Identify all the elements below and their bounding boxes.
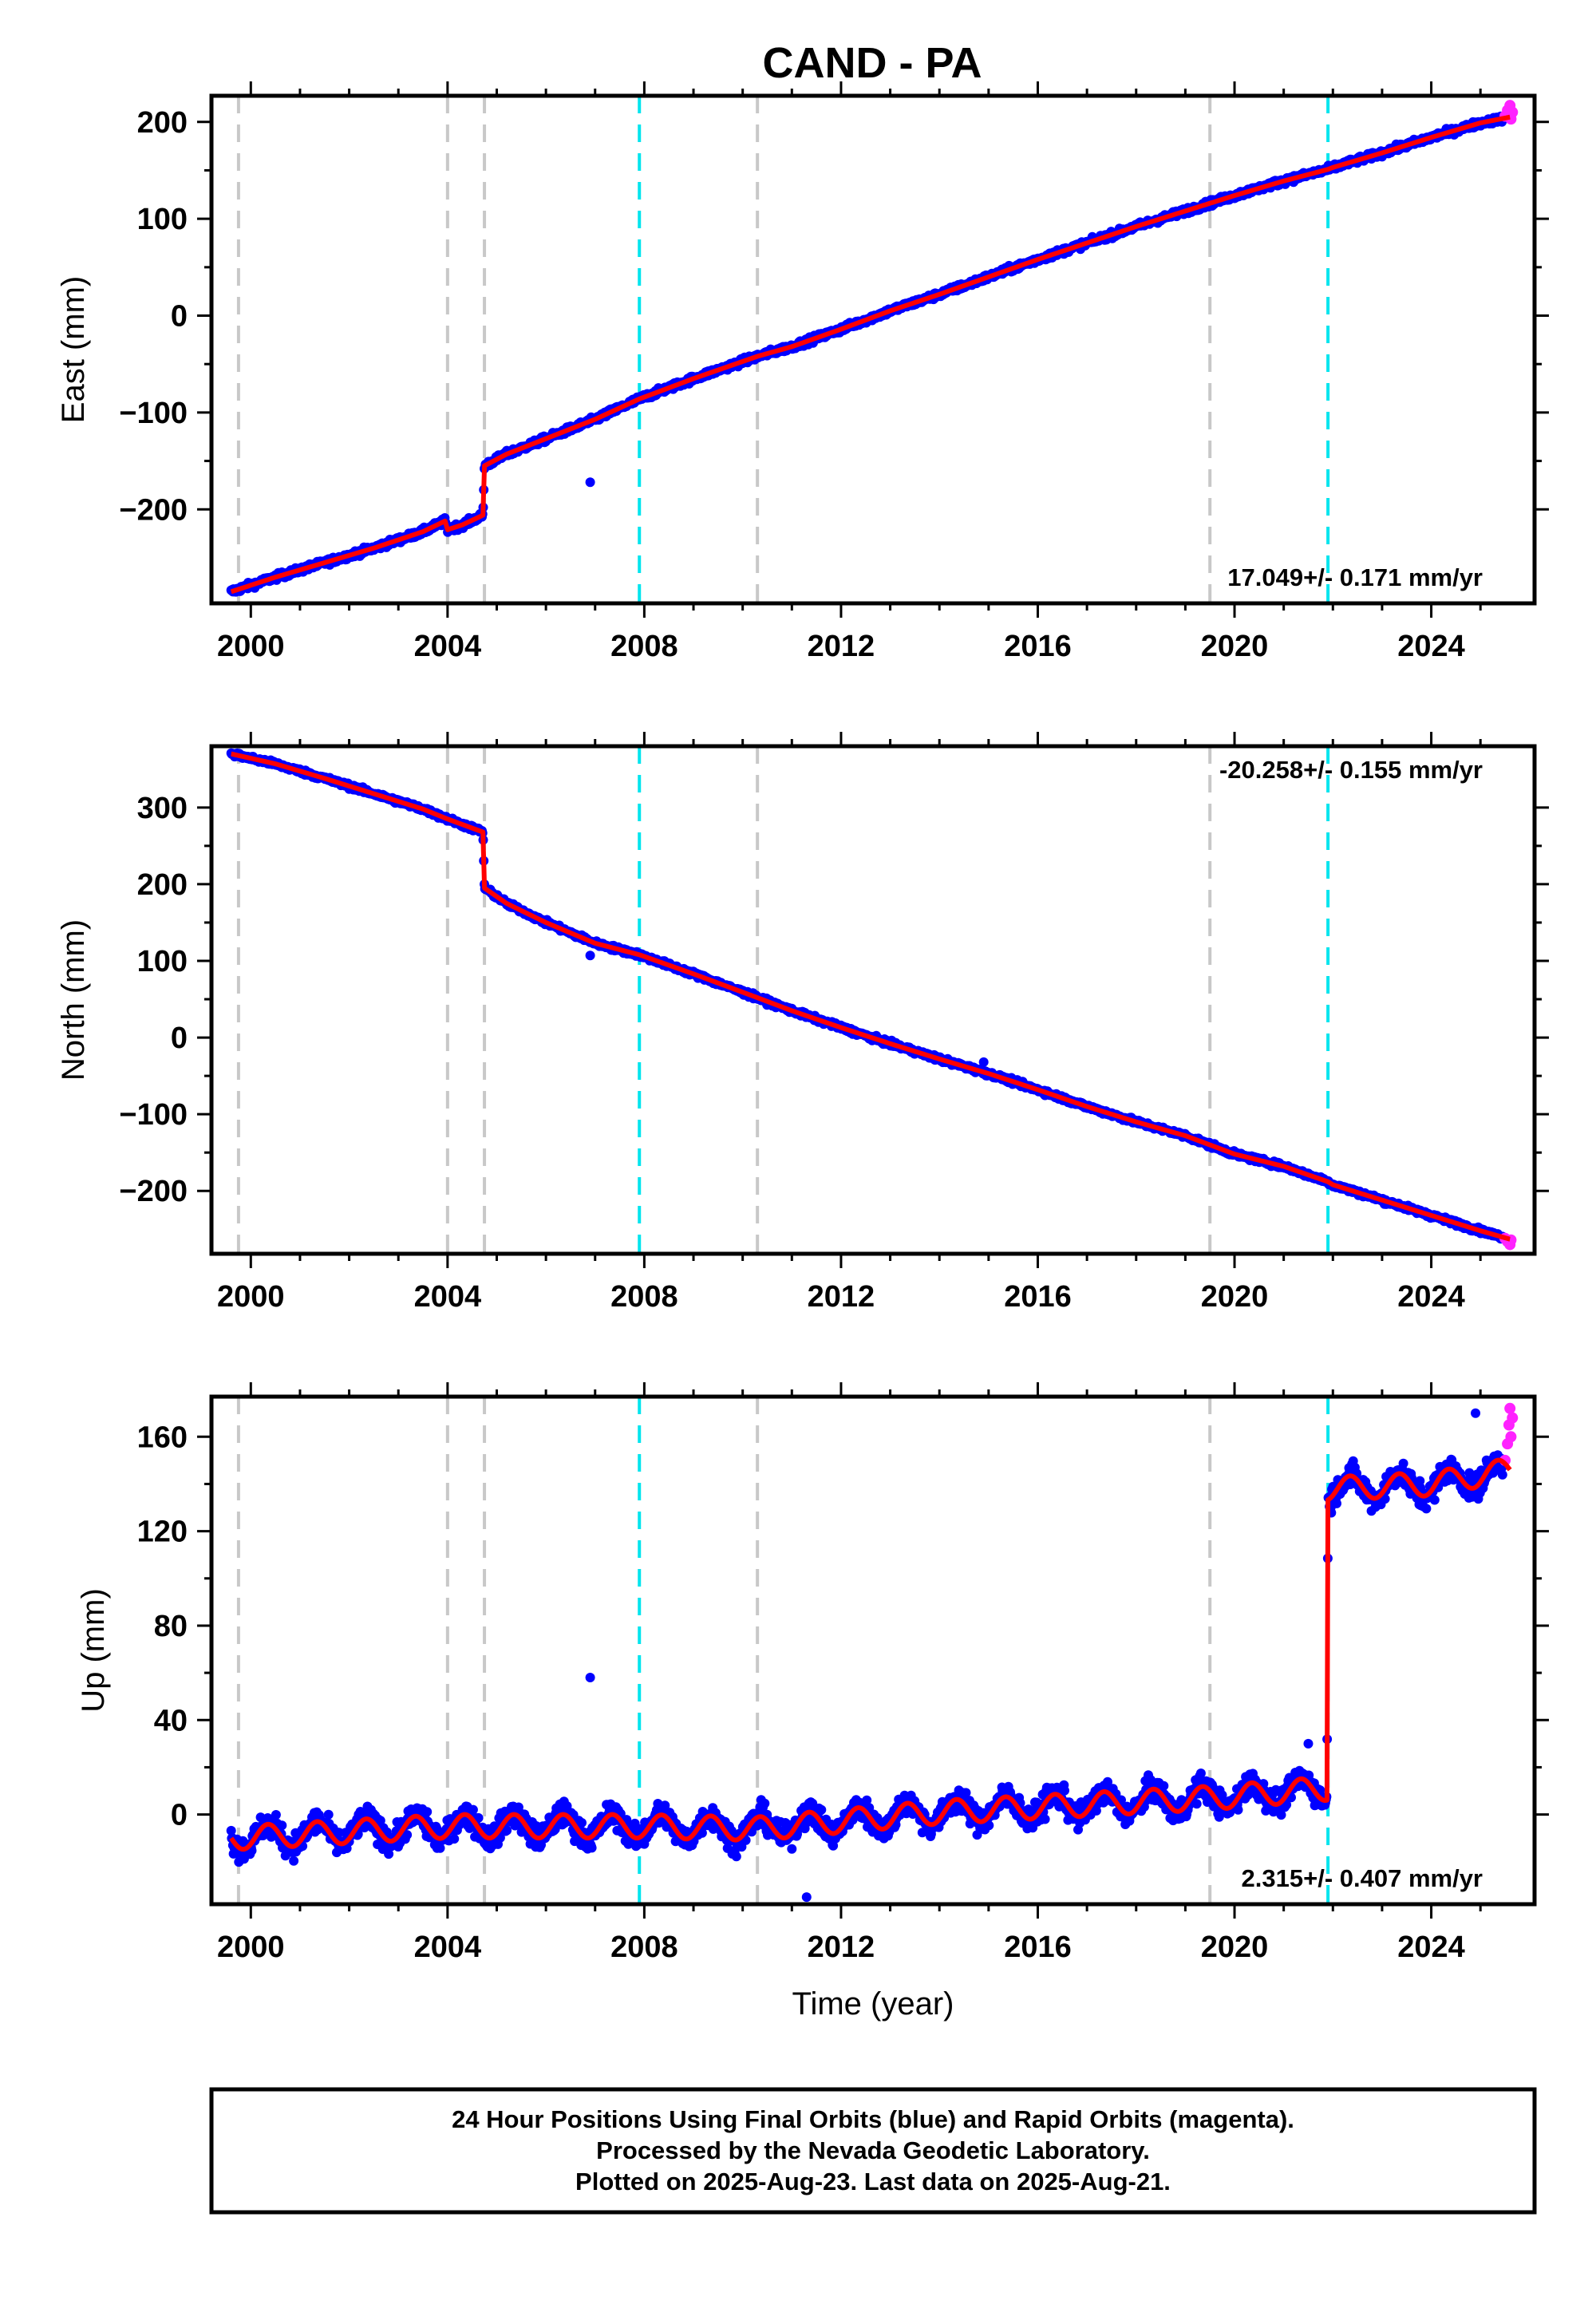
x-tick-label: 2004 bbox=[414, 630, 482, 663]
velocity-rate-label: -20.258+/- 0.155 mm/yr bbox=[1219, 756, 1483, 784]
x-tick-label: 2024 bbox=[1397, 1280, 1465, 1314]
x-tick-label: 2000 bbox=[217, 1280, 285, 1314]
final-orbit-point bbox=[323, 1809, 334, 1820]
x-tick-label: 2000 bbox=[217, 630, 285, 663]
plot-area bbox=[226, 96, 1519, 603]
y-tick-label: −200 bbox=[119, 493, 188, 527]
final-orbit-point bbox=[277, 1820, 287, 1831]
outlier-point bbox=[978, 1057, 989, 1067]
y-tick-label: −100 bbox=[119, 1098, 188, 1132]
y-tick-label: 0 bbox=[171, 300, 188, 334]
plot-background bbox=[211, 96, 1535, 603]
x-tick-label: 2008 bbox=[610, 630, 678, 663]
y-tick-label: 300 bbox=[137, 792, 188, 825]
x-tick-label: 2008 bbox=[610, 1280, 678, 1314]
y-tick-label: 0 bbox=[171, 1022, 188, 1055]
y-tick-label: 200 bbox=[137, 868, 188, 902]
final-orbit-point bbox=[468, 1804, 478, 1815]
x-tick-label: 2024 bbox=[1397, 630, 1465, 663]
velocity-rate-label: 17.049+/- 0.171 mm/yr bbox=[1227, 563, 1483, 591]
x-tick-label: 2004 bbox=[414, 1280, 482, 1314]
y-axis-label: East (mm) bbox=[56, 276, 91, 423]
panel-2: 2000 2004 2008 2012 2016 2020 2024 −200 −100 0 100… bbox=[56, 732, 1549, 1314]
y-tick-label: 200 bbox=[137, 106, 188, 140]
outlier-point bbox=[585, 951, 595, 961]
x-tick-label: 2020 bbox=[1201, 630, 1269, 663]
final-orbit-point bbox=[422, 1807, 433, 1817]
x-tick-label: 2016 bbox=[1004, 630, 1072, 663]
x-tick-label: 2016 bbox=[1004, 1280, 1072, 1314]
outlier-point bbox=[585, 477, 595, 488]
y-axis-label: North (mm) bbox=[56, 919, 91, 1081]
chart-title: CAND - PA bbox=[763, 39, 982, 87]
x-tick-label: 2012 bbox=[808, 630, 875, 663]
panel-1: 2000 2004 2008 2012 2016 2020 2024 −200 −100 0 100… bbox=[56, 81, 1549, 663]
final-orbit-point bbox=[449, 1834, 460, 1844]
panels-group: 2000 2004 2008 2012 2016 2020 2024−200−1000100… bbox=[56, 81, 1549, 2022]
y-tick-label: 100 bbox=[137, 945, 188, 978]
y-tick-label: 100 bbox=[137, 203, 188, 236]
final-orbit-point bbox=[289, 1856, 299, 1866]
final-orbit-point bbox=[271, 1810, 281, 1820]
x-tick-label: 2012 bbox=[808, 1280, 875, 1314]
plot-background bbox=[211, 746, 1535, 1254]
x-tick-label: 2020 bbox=[1201, 1280, 1269, 1314]
y-tick-label: −100 bbox=[119, 397, 188, 430]
y-tick-label: −200 bbox=[119, 1175, 188, 1208]
